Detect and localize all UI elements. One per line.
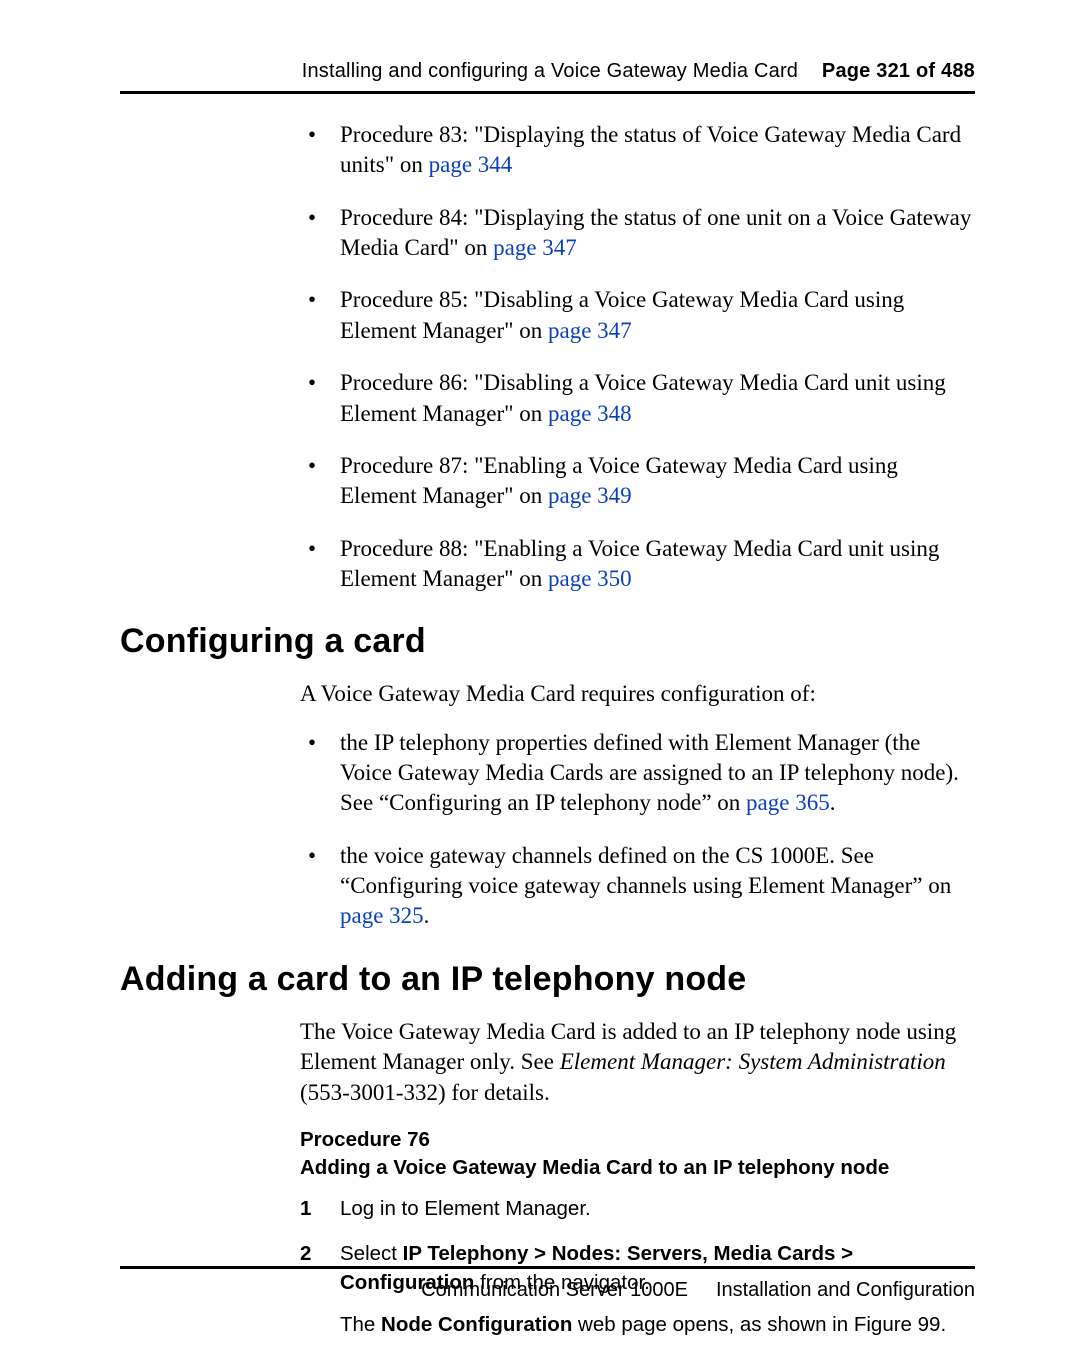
procedure-xref-list: Procedure 83: "Displaying the status of …	[300, 120, 975, 594]
list-item: the IP telephony properties defined with…	[300, 728, 975, 819]
list-item-text: Procedure 86: "Disabling a Voice Gateway…	[340, 370, 946, 425]
step-text: Select	[340, 1242, 403, 1265]
chapter-title: Installing and configuring a Voice Gatew…	[302, 60, 798, 82]
page-link[interactable]: page 350	[548, 566, 632, 591]
list-item: Procedure 83: "Displaying the status of …	[300, 120, 975, 181]
footer-text: Communication Server 1000E Installation a…	[120, 1279, 975, 1302]
paragraph: The Voice Gateway Media Card is added to…	[300, 1017, 975, 1108]
page-link[interactable]: page 347	[493, 235, 577, 260]
bottom-rule	[120, 1266, 975, 1269]
page: Installing and configuring a Voice Gatew…	[0, 0, 1080, 1360]
list-item: the voice gateway channels defined on th…	[300, 841, 975, 932]
heading-configuring-a-card: Configuring a card	[120, 622, 975, 661]
footer-doc-title: Installation and Configuration	[716, 1279, 975, 1301]
running-header: Installing and configuring a Voice Gatew…	[120, 60, 975, 83]
page-link[interactable]: page 325	[340, 903, 424, 928]
body-content: Procedure 83: "Displaying the status of …	[300, 120, 975, 1340]
page-link[interactable]: page 344	[429, 152, 513, 177]
list-item-text: the IP telephony properties defined with…	[340, 730, 959, 816]
page-link[interactable]: page 365	[746, 790, 830, 815]
list-item: Procedure 84: "Displaying the status of …	[300, 203, 975, 264]
list-item: Procedure 85: "Disabling a Voice Gateway…	[300, 285, 975, 346]
config-bullet-list: the IP telephony properties defined with…	[300, 728, 975, 932]
list-item-text: .	[830, 790, 836, 815]
page-link[interactable]: page 349	[548, 483, 632, 508]
step-result: The Node Configuration web page opens, a…	[340, 1311, 975, 1340]
procedure-heading: Procedure 76 Adding a Voice Gateway Medi…	[300, 1126, 975, 1181]
page-footer: Communication Server 1000E Installation a…	[120, 1266, 975, 1302]
page-number: Page 321 of 488	[822, 60, 975, 82]
heading-adding-a-card: Adding a card to an IP telephony node	[120, 960, 975, 999]
procedure-number: Procedure 76	[300, 1128, 430, 1151]
list-item: Procedure 87: "Enabling a Voice Gateway …	[300, 451, 975, 512]
list-item: Procedure 86: "Disabling a Voice Gateway…	[300, 368, 975, 429]
page-link[interactable]: page 348	[548, 401, 632, 426]
step-item: Log in to Element Manager.	[300, 1195, 975, 1224]
footer-product: Communication Server 1000E	[421, 1279, 688, 1301]
step-text: web page opens, as shown in Figure 99.	[572, 1313, 946, 1336]
list-item-text: Procedure 88: "Enabling a Voice Gateway …	[340, 536, 939, 591]
list-item-text: Procedure 84: "Displaying the status of …	[340, 205, 971, 260]
list-item: Procedure 88: "Enabling a Voice Gateway …	[300, 534, 975, 595]
list-item-text: the voice gateway channels defined on th…	[340, 843, 951, 898]
top-rule	[120, 91, 975, 94]
list-item-text: .	[424, 903, 430, 928]
page-link[interactable]: page 347	[548, 318, 632, 343]
paragraph-text: (553-3001-332) for details.	[300, 1080, 550, 1105]
procedure-title: Adding a Voice Gateway Media Card to an …	[300, 1156, 889, 1179]
step-text: The	[340, 1313, 381, 1336]
step-text: Log in to Element Manager.	[340, 1197, 591, 1220]
book-title: Element Manager: System Administration	[560, 1049, 946, 1074]
paragraph: A Voice Gateway Media Card requires conf…	[300, 679, 975, 709]
ui-element-name: Node Configuration	[381, 1313, 572, 1336]
